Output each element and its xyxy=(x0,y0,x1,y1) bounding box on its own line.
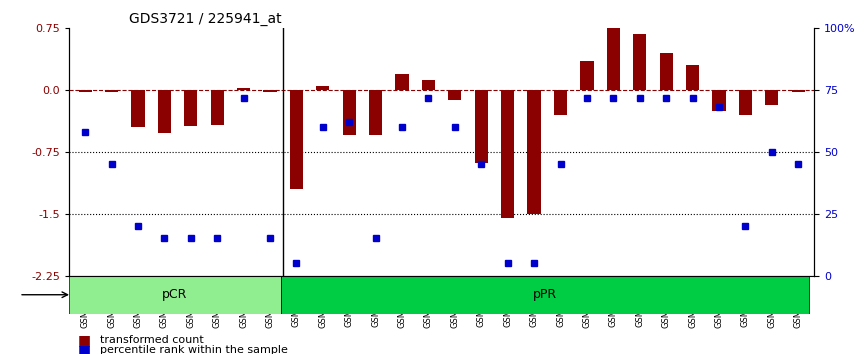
Bar xyxy=(281,275,809,314)
Bar xyxy=(69,275,281,314)
Bar xyxy=(660,53,673,90)
Bar xyxy=(263,90,276,92)
Bar xyxy=(713,90,726,111)
Text: pPR: pPR xyxy=(533,288,557,301)
Text: pCR: pCR xyxy=(162,288,188,301)
Bar xyxy=(105,90,118,92)
Text: transformed count: transformed count xyxy=(100,335,204,345)
Text: GDS3721 / 225941_at: GDS3721 / 225941_at xyxy=(129,12,281,26)
Bar xyxy=(132,90,145,127)
Bar xyxy=(475,90,488,162)
Bar xyxy=(766,90,779,105)
Bar xyxy=(79,90,92,92)
Bar xyxy=(607,26,620,90)
Bar xyxy=(686,65,699,90)
Bar xyxy=(792,90,805,92)
Text: percentile rank within the sample: percentile rank within the sample xyxy=(100,346,288,354)
Bar xyxy=(422,80,435,90)
Bar xyxy=(343,90,356,136)
Bar xyxy=(396,74,409,90)
Bar xyxy=(449,90,462,100)
Bar xyxy=(369,90,382,136)
Bar xyxy=(580,61,593,90)
Bar xyxy=(158,90,171,133)
Bar xyxy=(527,90,540,214)
Bar xyxy=(184,90,197,126)
Bar xyxy=(633,34,646,90)
Text: ■: ■ xyxy=(78,343,91,354)
Text: ■: ■ xyxy=(78,333,91,347)
Bar xyxy=(290,90,303,189)
Bar xyxy=(210,90,223,125)
Bar xyxy=(501,90,514,218)
Bar xyxy=(739,90,752,115)
Bar xyxy=(554,90,567,115)
Bar xyxy=(316,86,329,90)
Bar xyxy=(237,88,250,90)
